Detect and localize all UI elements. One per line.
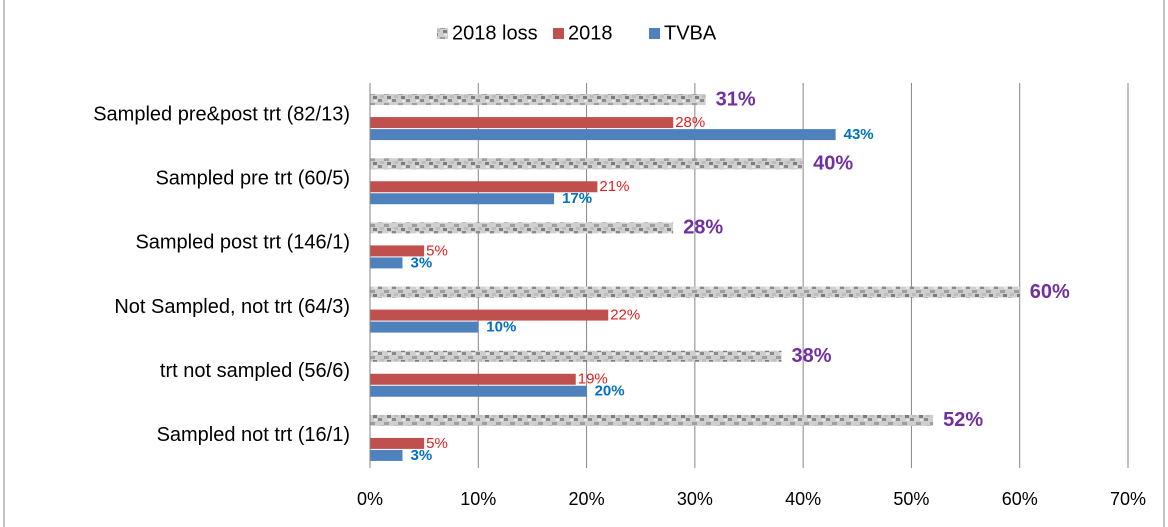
bar <box>370 245 425 257</box>
bar <box>370 117 674 129</box>
bar <box>370 181 598 193</box>
bar <box>370 373 576 385</box>
bar <box>370 94 706 106</box>
bar <box>370 257 403 269</box>
x-tick-label: 70% <box>1110 489 1146 509</box>
data-label: 43% <box>844 126 874 143</box>
bar <box>370 309 609 321</box>
bar <box>370 193 555 205</box>
legend-label: 2018 loss <box>452 22 538 44</box>
data-label: 17% <box>562 190 592 207</box>
y-tick-label: trt not sampled (56/6) <box>160 360 350 382</box>
data-label: 19% <box>578 371 608 388</box>
x-tick-label: 10% <box>460 489 496 509</box>
data-label: 28% <box>675 114 705 131</box>
bar <box>370 437 425 449</box>
x-tick-label: 0% <box>357 489 383 509</box>
bar <box>370 158 804 170</box>
data-label: 22% <box>610 307 640 324</box>
data-label: 5% <box>426 242 448 259</box>
data-label: 5% <box>426 435 448 452</box>
bar <box>370 286 1020 298</box>
x-tick-label: 60% <box>1002 489 1038 509</box>
y-tick-label: Sampled pre trt (60/5) <box>155 168 350 190</box>
data-label: 3% <box>410 447 432 464</box>
legend-swatch <box>553 28 564 39</box>
data-label: 3% <box>410 254 432 271</box>
data-label: 38% <box>791 345 831 367</box>
legend-label: 2018 <box>568 22 613 44</box>
data-label: 28% <box>683 217 723 239</box>
data-label: 60% <box>1030 281 1070 303</box>
bar <box>370 321 479 333</box>
y-tick-label: Sampled pre&post trt (82/13) <box>93 103 350 125</box>
data-label: 21% <box>599 178 629 195</box>
bar <box>370 129 836 141</box>
y-tick-label: Sampled not trt (16/1) <box>157 424 350 446</box>
data-label: 40% <box>813 153 853 175</box>
legend-swatch <box>437 28 448 39</box>
bar <box>370 222 674 234</box>
legend-label: TVBA <box>664 22 717 44</box>
bar <box>370 350 782 362</box>
x-tick-label: 40% <box>785 489 821 509</box>
x-tick-label: 50% <box>893 489 929 509</box>
bar <box>370 414 934 426</box>
data-label: 52% <box>943 409 983 431</box>
bar <box>370 449 403 461</box>
y-tick-label: Not Sampled, not trt (64/3) <box>114 296 350 318</box>
data-label: 31% <box>716 88 756 110</box>
data-label: 20% <box>595 383 625 400</box>
bar <box>370 385 587 397</box>
x-tick-label: 20% <box>569 489 605 509</box>
chart-border <box>3 0 1165 527</box>
x-tick-label: 30% <box>677 489 713 509</box>
legend-swatch <box>649 28 660 39</box>
y-tick-label: Sampled post trt (146/1) <box>135 232 350 254</box>
data-label: 10% <box>486 319 516 336</box>
